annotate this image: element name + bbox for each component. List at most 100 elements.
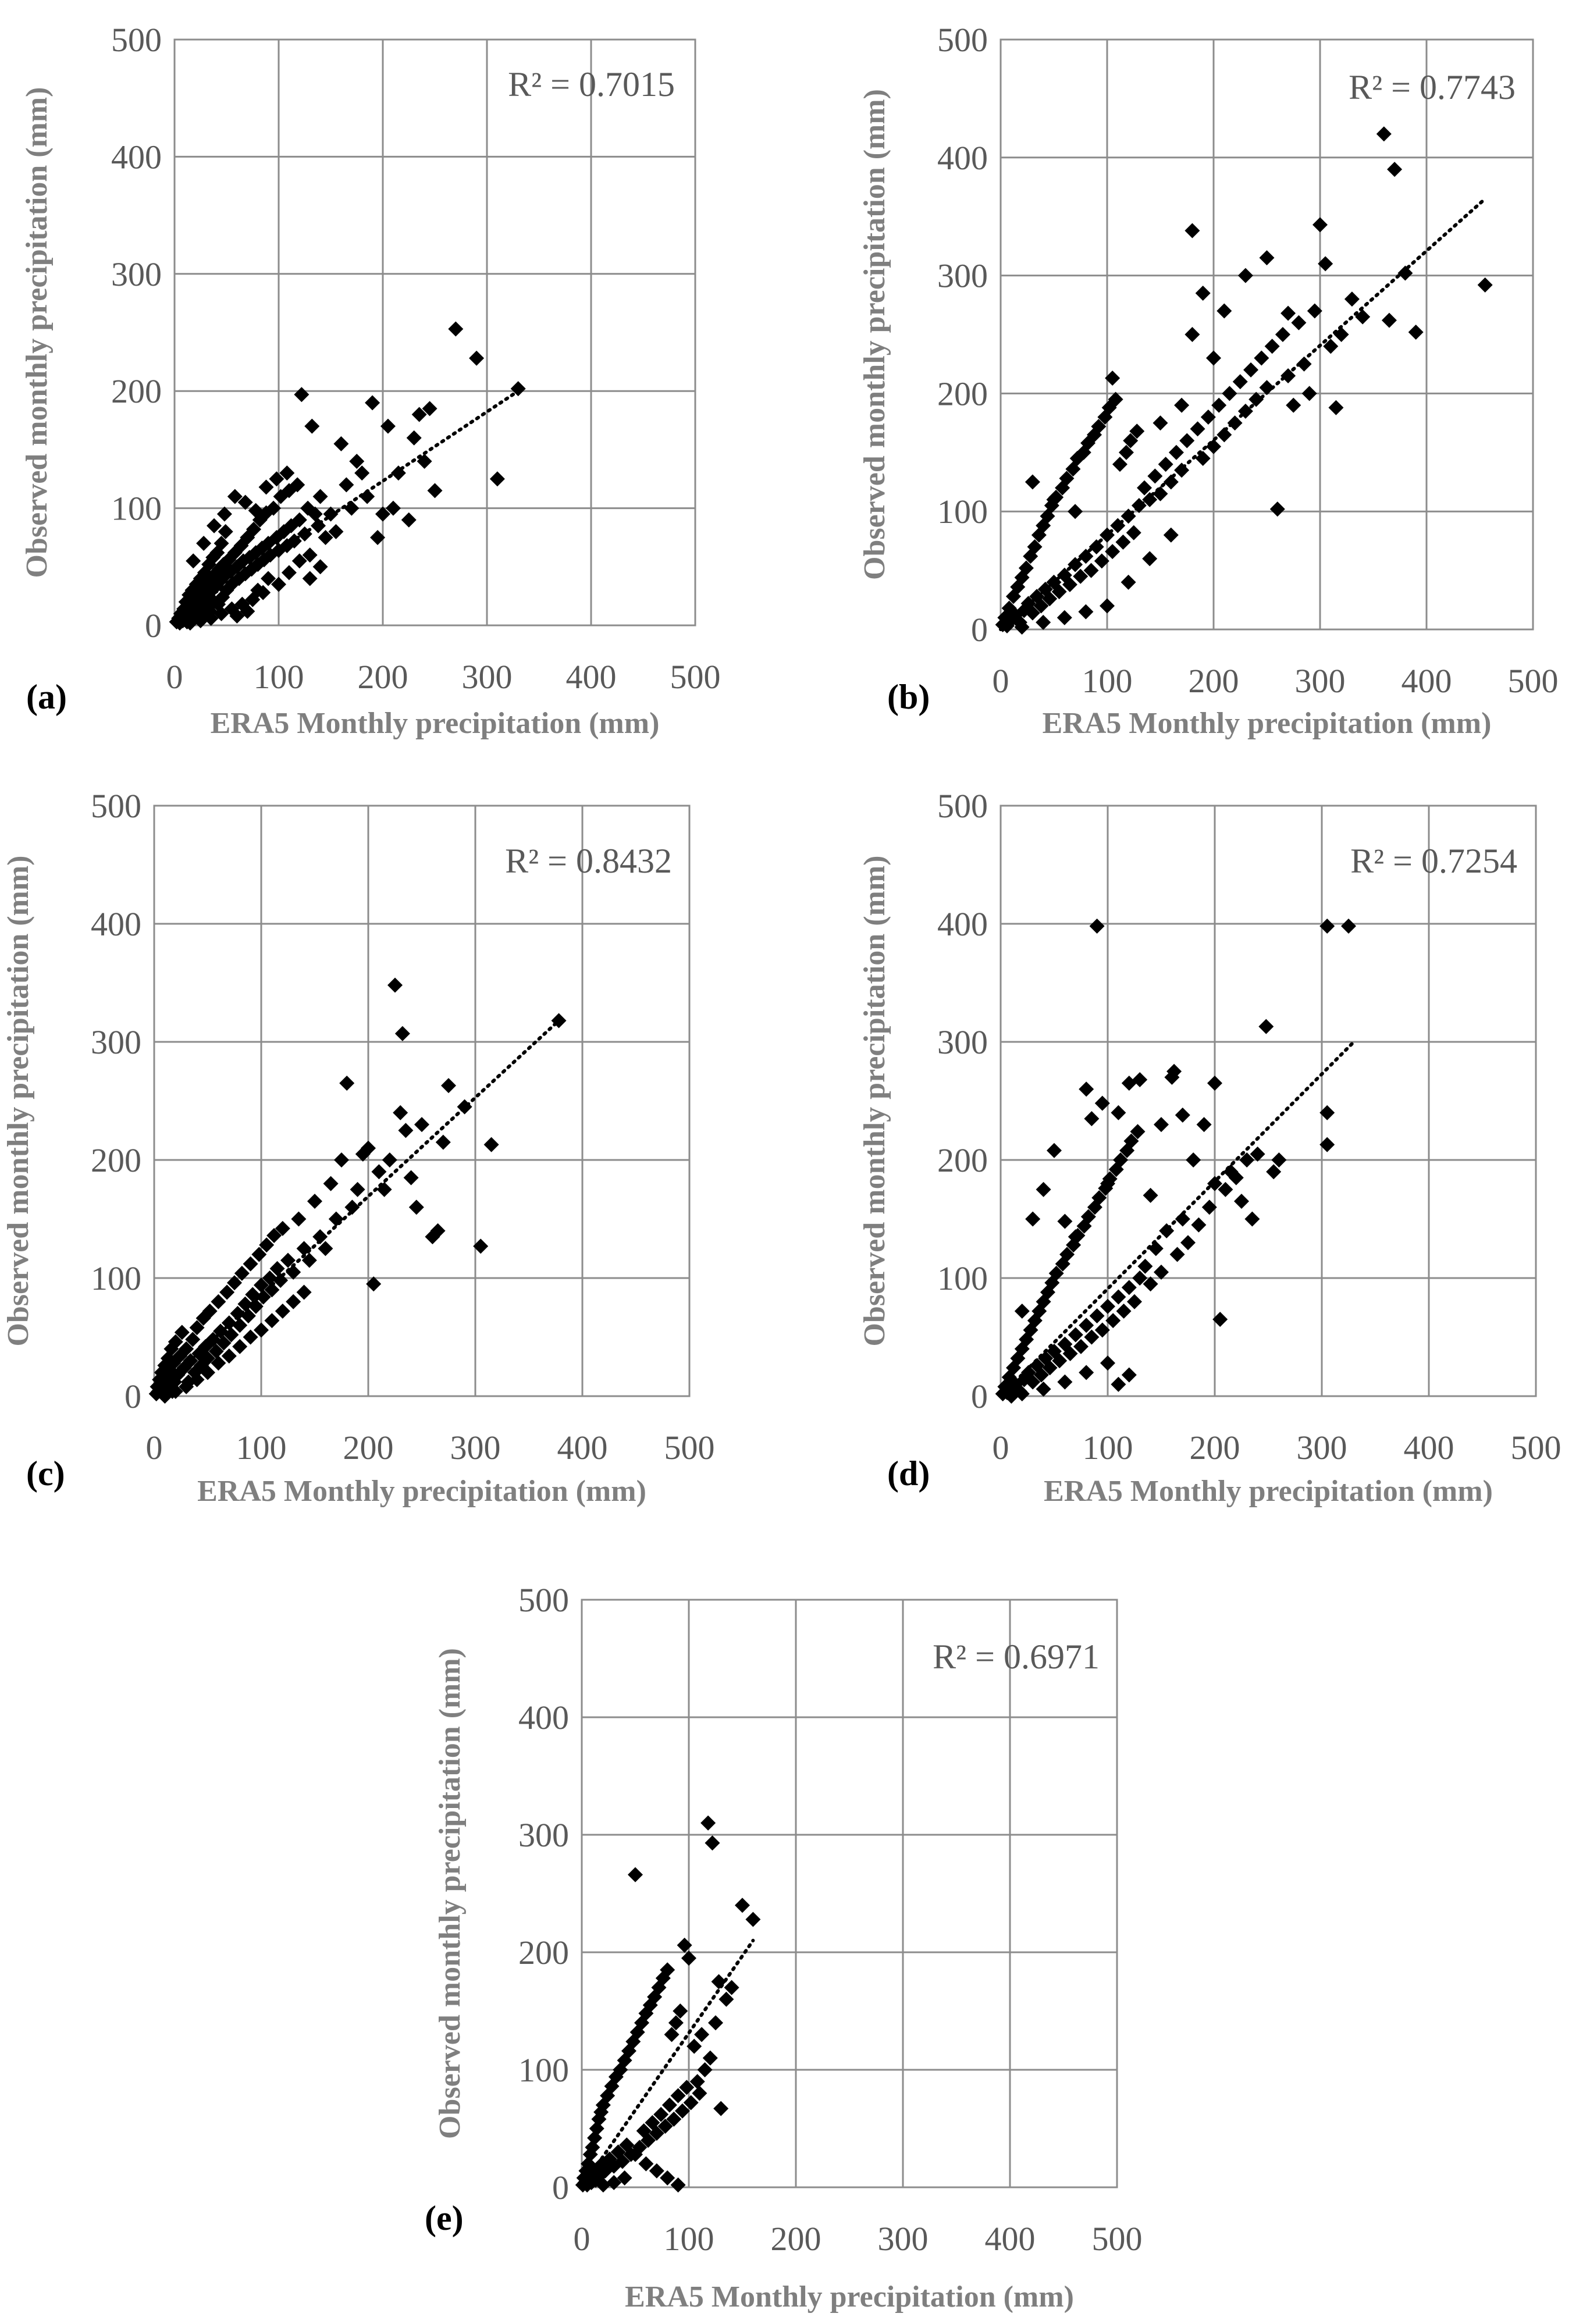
data-point: [1137, 1258, 1153, 1274]
data-point: [679, 2080, 695, 2095]
data-point: [1110, 518, 1126, 533]
data-point: [269, 1261, 285, 1276]
data-point: [1153, 486, 1168, 501]
y-tick-label: 0: [971, 1378, 988, 1415]
data-point: [1132, 1270, 1148, 1286]
data-point: [1126, 525, 1141, 540]
data-point: [661, 2097, 677, 2113]
data-point: [1084, 1111, 1100, 1126]
data-point: [1094, 1095, 1110, 1111]
data-point: [1047, 1143, 1062, 1158]
data-point: [1079, 1365, 1094, 1380]
x-tick-label: 100: [664, 2220, 714, 2258]
data-point: [1027, 539, 1043, 555]
data-point: [1131, 498, 1147, 514]
r-squared-annotation: R² = 0.7254: [1350, 842, 1517, 880]
y-tick-label: 100: [91, 1259, 141, 1297]
data-point: [1042, 591, 1058, 607]
data-point: [1269, 501, 1285, 517]
data-point: [422, 401, 437, 417]
data-point: [638, 2156, 654, 2172]
data-point: [1159, 1223, 1175, 1238]
data-point: [237, 494, 253, 510]
data-point: [1180, 1235, 1196, 1251]
data-point: [1118, 444, 1134, 460]
data-point: [1174, 462, 1190, 478]
data-point: [280, 1252, 296, 1268]
data-point: [1057, 1374, 1073, 1390]
data-point: [286, 533, 302, 549]
data-point: [1080, 1209, 1096, 1225]
y-tick-label: 200: [937, 1141, 988, 1179]
data-point: [221, 1348, 237, 1364]
data-point: [250, 582, 266, 598]
data-point: [290, 477, 305, 493]
data-point: [248, 503, 264, 518]
data-point: [673, 2003, 688, 2019]
data-point: [323, 1176, 339, 1191]
data-point: [394, 1026, 410, 1041]
data-point: [261, 571, 276, 586]
data-point: [1036, 614, 1051, 630]
data-point: [297, 526, 312, 542]
data-point: [1051, 584, 1067, 600]
data-point: [1250, 1146, 1265, 1162]
data-point: [711, 1974, 727, 1990]
data-point: [304, 418, 320, 434]
data-point: [1201, 1200, 1217, 1215]
data-point: [275, 1303, 290, 1319]
data-point: [408, 1200, 424, 1215]
data-point: [1057, 1213, 1073, 1229]
data-point: [649, 2126, 664, 2141]
data-point: [641, 2133, 656, 2148]
data-point: [1408, 324, 1424, 340]
data-point: [361, 1140, 376, 1156]
data-point: [240, 603, 255, 619]
data-point: [1153, 415, 1168, 431]
data-point: [1014, 1386, 1030, 1401]
data-point: [401, 512, 417, 528]
data-point: [708, 2015, 723, 2031]
data-point: [254, 1322, 269, 1338]
data-point: [1237, 403, 1253, 419]
data-point: [385, 500, 401, 516]
data-point: [1130, 1124, 1146, 1140]
x-tick-label: 500: [1508, 662, 1559, 700]
x-tick-label: 300: [1297, 1429, 1347, 1467]
data-point: [1243, 362, 1259, 378]
data-point: [1376, 126, 1392, 142]
data-point: [328, 1211, 344, 1227]
data-point: [735, 1898, 750, 1913]
data-point: [1190, 421, 1205, 437]
x-tick-label: 100: [254, 658, 304, 696]
x-tick-label: 400: [985, 2220, 1036, 2258]
data-point: [219, 1284, 235, 1300]
data-point: [1266, 1164, 1282, 1180]
data-point: [291, 512, 307, 528]
data-point: [216, 506, 232, 522]
data-point: [1048, 1265, 1064, 1281]
data-point: [286, 1264, 301, 1280]
data-point: [1312, 217, 1328, 233]
data-point: [1195, 450, 1211, 466]
data-point: [294, 387, 310, 403]
data-point: [254, 1277, 269, 1293]
data-point: [262, 1270, 278, 1286]
y-tick-label: 500: [937, 787, 988, 825]
y-tick-label: 300: [518, 1816, 569, 1854]
data-point: [1083, 563, 1099, 578]
data-point: [334, 1152, 349, 1168]
data-point: [354, 465, 370, 481]
data-point: [469, 350, 485, 366]
data-point: [291, 1211, 307, 1227]
x-axis-title: ERA5 Monthly precipitation (mm): [1043, 707, 1492, 740]
data-point: [1062, 576, 1077, 592]
data-point: [218, 524, 233, 539]
data-point: [1296, 356, 1312, 372]
data-point: [211, 1355, 226, 1371]
data-point: [1025, 1211, 1041, 1227]
x-tick-label: 200: [771, 2220, 821, 2258]
data-point: [614, 2154, 630, 2169]
data-point: [1025, 1374, 1041, 1390]
data-point: [1014, 619, 1030, 635]
